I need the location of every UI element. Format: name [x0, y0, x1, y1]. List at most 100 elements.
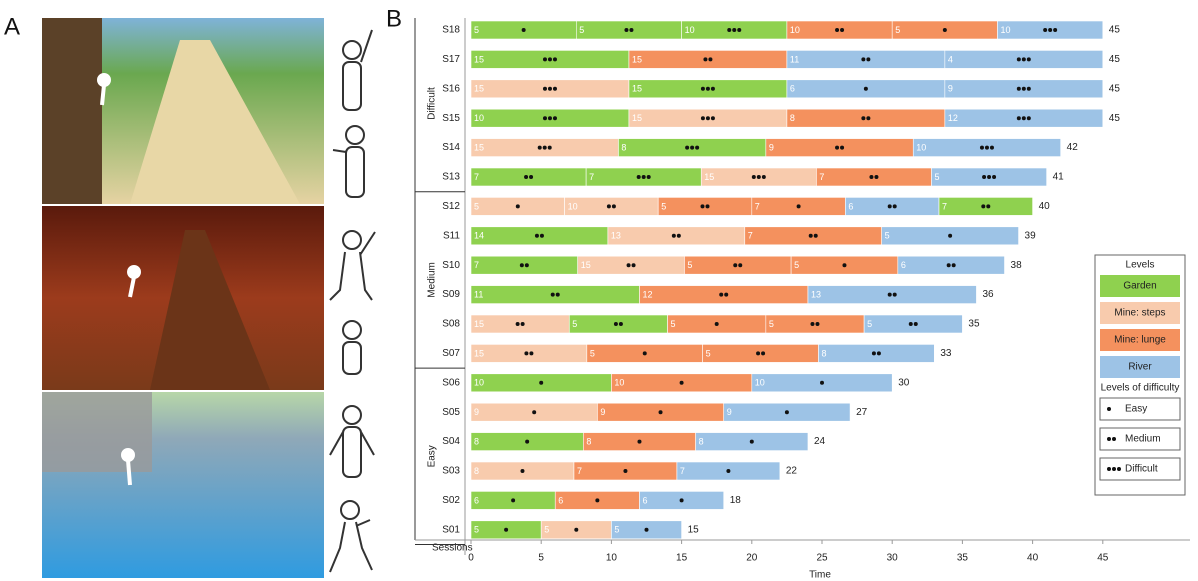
- segment-label: 4: [948, 54, 953, 64]
- difficulty-dot: [553, 87, 557, 91]
- difficulty-dot: [632, 263, 636, 267]
- difficulty-dot: [864, 87, 868, 91]
- difficulty-dot: [521, 322, 525, 326]
- difficulty-dot: [516, 322, 520, 326]
- bar-segment: [787, 109, 945, 127]
- difficulty-dot: [987, 175, 991, 179]
- difficulty-dot: [612, 204, 616, 208]
- difficulty-dot: [520, 469, 524, 473]
- bar-segment: [684, 256, 791, 274]
- bar-segment: [608, 227, 745, 245]
- segment-label: 9: [948, 84, 953, 94]
- difficulty-dot: [677, 234, 681, 238]
- fence: [42, 18, 102, 204]
- segment-label: 5: [794, 260, 799, 270]
- difficulty-dot: [647, 175, 651, 179]
- difficulty-dot: [840, 28, 844, 32]
- segment-label: 7: [680, 466, 685, 476]
- segment-label: 8: [586, 436, 591, 446]
- x-tick-label: 40: [1027, 553, 1039, 564]
- difficulty-dot: [525, 263, 529, 267]
- difficulty-dot: [532, 410, 536, 414]
- difficulty-dot: [680, 498, 684, 502]
- panel-a: [42, 18, 375, 578]
- difficulty-dot: [538, 146, 542, 150]
- x-tick-label: 25: [816, 553, 828, 564]
- difficulty-dot: [711, 87, 715, 91]
- difficulty-dot: [869, 175, 873, 179]
- total-label: 45: [1109, 25, 1121, 36]
- bar-segment: [629, 50, 787, 68]
- difficulty-dot: [1048, 28, 1052, 32]
- legend-dot: [1112, 467, 1116, 471]
- legend-label: Mine: lunge: [1114, 335, 1166, 346]
- difficulty-dot: [810, 322, 814, 326]
- difficulty-dot: [706, 87, 710, 91]
- bar-segment: [818, 344, 934, 362]
- difficulty-dot: [529, 351, 533, 355]
- segment-label: 9: [474, 407, 479, 417]
- segment-label: 5: [935, 172, 940, 182]
- legend-dot: [1107, 467, 1111, 471]
- legend-title: Levels: [1126, 260, 1155, 271]
- group-label: Medium: [427, 262, 438, 298]
- segment-label: 15: [632, 113, 642, 123]
- difficulty-dot: [624, 28, 628, 32]
- segment-label: 15: [474, 319, 484, 329]
- y-tick-label: S18: [442, 25, 460, 36]
- total-label: 33: [940, 348, 952, 359]
- legend-label: Medium: [1125, 434, 1161, 445]
- bar-segment: [471, 286, 639, 304]
- difficulty-dot: [551, 293, 555, 297]
- difficulty-dot: [761, 351, 765, 355]
- difficulty-dot: [706, 204, 710, 208]
- segment-label: 10: [614, 378, 624, 388]
- difficulty-dot: [529, 175, 533, 179]
- difficulty-dot: [574, 528, 578, 532]
- segment-label: 8: [621, 142, 626, 152]
- segment-label: 7: [755, 201, 760, 211]
- difficulty-dot: [719, 293, 723, 297]
- bar-segment: [745, 227, 882, 245]
- segment-label: 7: [748, 231, 753, 241]
- legend-label: Difficult: [1125, 464, 1158, 475]
- difficulty-dot: [715, 322, 719, 326]
- difficulty-dot: [1027, 116, 1031, 120]
- bar-segment: [658, 197, 752, 215]
- x-tick-label: 10: [606, 553, 618, 564]
- difficulty-dot: [756, 351, 760, 355]
- bar-segment: [808, 286, 976, 304]
- segment-label: 9: [769, 142, 774, 152]
- difficulty-dot: [982, 175, 986, 179]
- bar-segment: [471, 227, 608, 245]
- segment-label: 15: [581, 260, 591, 270]
- total-label: 40: [1039, 201, 1051, 212]
- y-tick-label: S12: [442, 201, 460, 212]
- bar-segment: [816, 168, 931, 186]
- segment-label: 10: [685, 25, 695, 35]
- difficulty-dot: [524, 175, 528, 179]
- legend-label: River: [1128, 362, 1152, 373]
- segment-label: 6: [642, 495, 647, 505]
- segment-label: 6: [474, 495, 479, 505]
- difficulty-dot: [711, 116, 715, 120]
- figure: A B Sessions Time 051015202530354045Diff…: [0, 0, 1198, 581]
- y-tick-label: S05: [442, 407, 460, 418]
- legend-dot: [1107, 407, 1111, 411]
- difficulty-dot: [1017, 87, 1021, 91]
- segment-label: 8: [699, 436, 704, 446]
- difficulty-dot: [548, 146, 552, 150]
- difficulty-dot: [732, 28, 736, 32]
- chart: A B Sessions Time 051015202530354045Diff…: [0, 0, 1198, 581]
- difficulty-dot: [701, 204, 705, 208]
- total-label: 22: [786, 466, 798, 477]
- y-tick-label: S11: [443, 230, 460, 241]
- x-tick-label: 5: [538, 553, 544, 564]
- difficulty-dot: [553, 57, 557, 61]
- x-tick-label: 20: [746, 553, 758, 564]
- difficulty-dot: [548, 57, 552, 61]
- difficulty-dot: [524, 351, 528, 355]
- panel-label: B: [386, 5, 402, 32]
- difficulty-dot: [645, 528, 649, 532]
- difficulty-dot: [543, 146, 547, 150]
